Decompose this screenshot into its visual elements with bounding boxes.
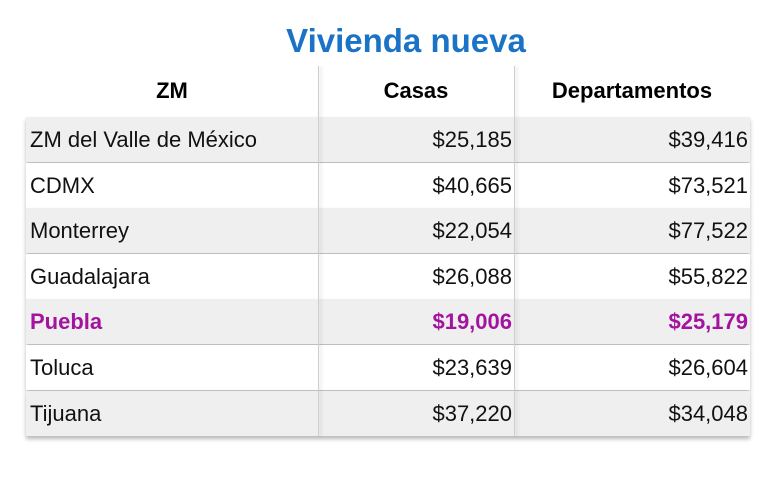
column-separator — [318, 66, 319, 436]
table-row — [26, 208, 750, 254]
column-header: Casas — [383, 78, 449, 103]
table-cell: Guadalajara — [30, 263, 150, 289]
table-cell: CDMX — [30, 172, 95, 198]
table-cell: $25,185 — [432, 127, 512, 152]
column-separator — [514, 66, 515, 436]
table-cell: $40,665 — [432, 172, 512, 198]
table-cell: Monterrey — [30, 218, 130, 244]
table-row — [26, 345, 750, 390]
table-cell: $77,522 — [668, 218, 748, 244]
table-cell: Puebla — [30, 309, 103, 335]
table-cell: $23,639 — [432, 355, 512, 380]
table-cell: Toluca — [30, 355, 94, 380]
table-cell: $39,416 — [668, 127, 748, 152]
table-cell: $25,179 — [668, 309, 748, 335]
table-cell: Tijuana — [30, 400, 102, 426]
table-cell: $34,048 — [668, 400, 748, 426]
table-cell: $55,822 — [668, 263, 748, 289]
column-header: ZM — [156, 78, 188, 103]
table-row — [26, 162, 750, 208]
table-cell: $22,054 — [432, 218, 512, 244]
table-row — [26, 253, 750, 299]
column-header: Departamentos — [551, 78, 713, 103]
table-row — [26, 117, 750, 162]
table-cell: $26,604 — [668, 355, 748, 380]
table-cell: $37,220 — [432, 400, 512, 426]
table-row — [26, 390, 750, 436]
table-cell: ZM del Valle de México — [30, 127, 258, 152]
table-cell: $19,006 — [432, 309, 512, 335]
table-cell: $73,521 — [668, 172, 748, 198]
title: Vivienda nueva — [286, 22, 526, 59]
table-cell: $26,088 — [432, 263, 512, 289]
table-row — [26, 299, 750, 345]
